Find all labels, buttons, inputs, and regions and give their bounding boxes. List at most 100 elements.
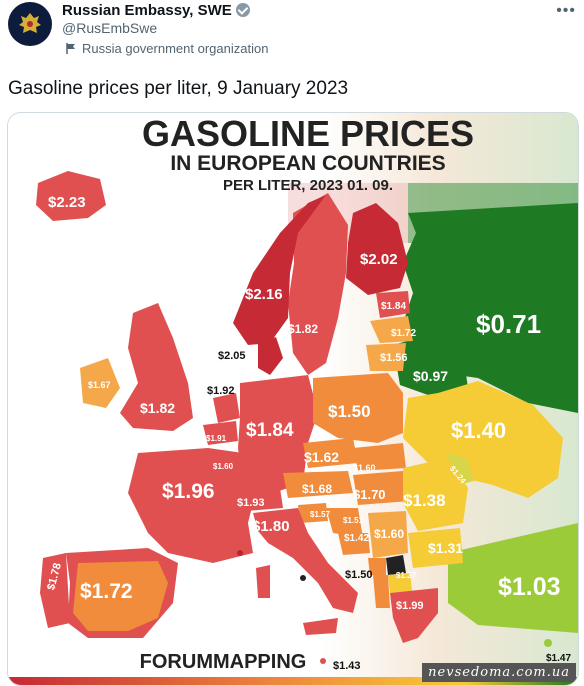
tweet-text: Gasoline prices per liter, 9 January 202…: [8, 78, 349, 99]
region-serbia: [368, 511, 408, 558]
price-poland: $1.50: [328, 402, 371, 421]
author-name-row[interactable]: Russian Embassy, SWE: [62, 2, 250, 19]
price-slovakia: $1.60: [353, 463, 376, 473]
verified-badge-icon: [235, 3, 250, 17]
price-luxembourg: $1.60: [213, 462, 234, 471]
price-germany: $1.84: [246, 420, 294, 441]
price-latvia: $1.72: [391, 328, 416, 339]
region-greece: [390, 588, 438, 643]
price-ireland: $1.67: [88, 380, 111, 390]
region-norway: [233, 195, 326, 345]
region-estonia: [376, 291, 410, 318]
region-ireland: [80, 358, 120, 408]
price-estonia: $1.84: [381, 301, 406, 312]
europe-map: GASOLINE PRICES IN EUROPEAN COUNTRIES PE…: [8, 113, 578, 685]
region-uk: [120, 303, 193, 431]
region-albania: [373, 575, 390, 608]
coat-of-arms-icon: [19, 13, 41, 33]
price-sweden: $1.82: [288, 322, 318, 336]
region-belarus: [393, 335, 468, 395]
region-bulgaria: [408, 528, 463, 568]
region-moldova: [446, 453, 474, 485]
price-romania: $1.38: [403, 491, 446, 510]
region-bosnia: [338, 533, 370, 555]
price-slovenia: $1.57: [310, 510, 331, 519]
map-title: GASOLINE PRICES: [142, 113, 474, 154]
marker-dot: [300, 575, 306, 581]
watermark: nevsedoma.com.ua: [422, 663, 576, 682]
region-slovenia: [298, 503, 328, 523]
author-name[interactable]: Russian Embassy, SWE: [62, 2, 232, 19]
region-montenegro: [368, 558, 386, 575]
region-switzerland: [240, 488, 283, 511]
region-denmark: [258, 337, 283, 375]
price-serbia: $1.60: [374, 527, 404, 541]
region-latvia: [370, 316, 413, 343]
region-sweden: [288, 193, 348, 375]
region-germany: [238, 375, 318, 493]
region-malta: [320, 658, 326, 664]
price-malta: $1.43: [333, 660, 361, 672]
price-hungary: $1.70: [353, 487, 386, 502]
region-austria: [283, 471, 353, 498]
region-north-macedonia: [388, 573, 412, 593]
region-hungary: [353, 471, 410, 505]
price-bosnia: $1.42: [344, 533, 369, 544]
region-slovakia: [353, 443, 406, 471]
price-france: $1.96: [162, 480, 215, 503]
region-portugal: [40, 553, 70, 628]
price-czechia: $1.62: [304, 449, 339, 465]
price-finland: $2.02: [360, 251, 398, 268]
government-label-text: Russia government organization: [82, 41, 269, 56]
region-turkey: [448, 523, 578, 633]
region-romania: [403, 458, 468, 531]
map-subtitle: IN EUROPEAN COUNTRIES: [170, 152, 445, 175]
price-switzerland: $1.93: [237, 497, 265, 509]
region-france: [128, 448, 258, 563]
price-ukraine: $1.40: [451, 418, 506, 443]
region-czechia: [303, 438, 358, 468]
price-greece: $1.99: [396, 600, 424, 612]
price-cyprus: $1.47: [546, 653, 571, 664]
price-austria: $1.68: [302, 482, 332, 496]
region-kosovo: [386, 555, 406, 575]
more-options-icon[interactable]: •••: [556, 2, 576, 19]
price-russia: $0.71: [476, 309, 541, 339]
region-finland: [346, 203, 408, 295]
price-lithuania: $1.56: [380, 352, 408, 364]
region-sicily: [303, 618, 338, 635]
price-labels-dark: $2.05 $1.92 $1.50 $1.43 $1.47: [207, 350, 571, 672]
region-netherlands: [213, 393, 240, 423]
marker-dot: [237, 550, 243, 556]
flag-icon: [66, 43, 75, 54]
price-netherlands: $1.92: [207, 385, 235, 397]
price-italy: $1.80: [252, 518, 290, 535]
region-italy: [253, 508, 358, 613]
region-lithuania: [366, 343, 406, 371]
region-sardinia: [256, 565, 270, 598]
price-croatia: $1.51: [343, 516, 364, 525]
price-spain: $1.72: [80, 580, 133, 603]
author-handle[interactable]: @RusEmbSwe: [62, 20, 158, 36]
price-norway: $2.16: [245, 286, 283, 303]
price-belarus: $0.97: [413, 368, 448, 384]
price-labels: $2.23 $2.16 $1.82 $2.02 $1.84 $1.72 $1.5…: [45, 194, 560, 612]
avatar[interactable]: [8, 2, 52, 46]
price-montenegro: $1.50: [345, 569, 373, 581]
map-credit: FORUMMAPPING: [140, 651, 307, 673]
region-poland: [313, 373, 403, 443]
price-belgium: $1.91: [206, 434, 227, 443]
price-denmark: $2.05: [218, 350, 246, 362]
region-cyprus: [544, 639, 552, 647]
region-belgium: [203, 421, 238, 445]
map-date: PER LITER, 2023 01. 09.: [223, 177, 393, 194]
color-band: [8, 677, 578, 685]
tweet-image[interactable]: GASOLINE PRICES IN EUROPEAN COUNTRIES PE…: [7, 112, 579, 686]
price-iceland: $2.23: [48, 194, 86, 211]
region-iceland: [36, 171, 106, 221]
price-bulgaria: $1.31: [428, 540, 463, 556]
region-croatia: [326, 508, 363, 538]
tweet-header: Russian Embassy, SWE @RusEmbSwe Russia g…: [0, 0, 584, 70]
price-north-macedonia: $1.37: [396, 571, 417, 580]
region-spain-inner: [73, 561, 168, 631]
